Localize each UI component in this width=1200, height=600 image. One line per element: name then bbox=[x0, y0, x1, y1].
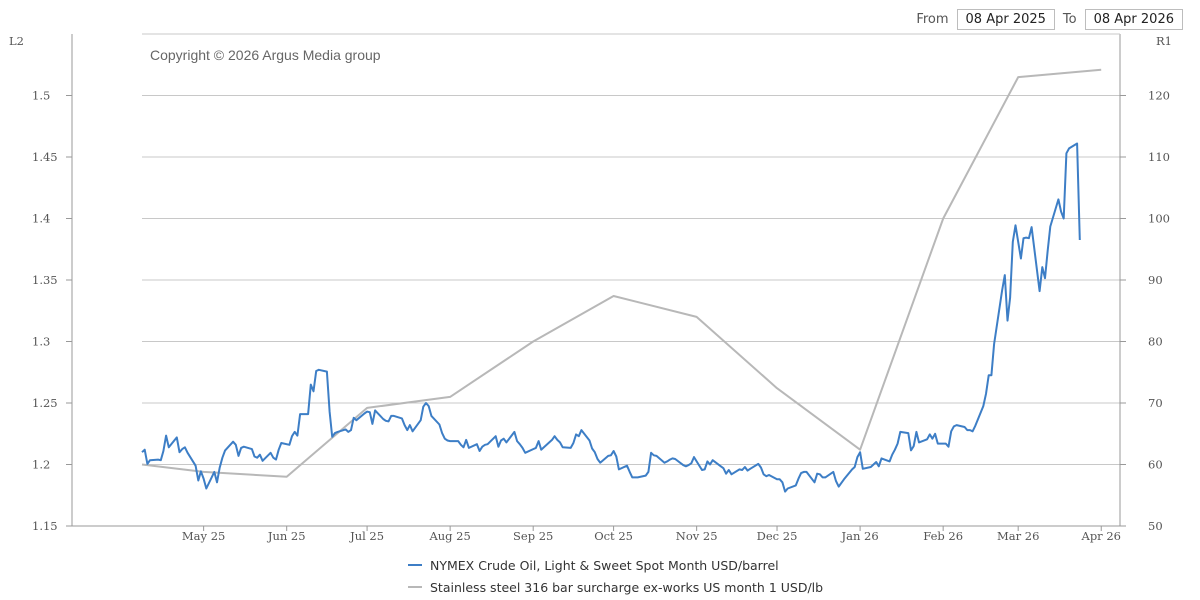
left-tick-label: 1.25 bbox=[32, 396, 58, 410]
x-tick-label: Aug 25 bbox=[428, 529, 470, 543]
right-tick-label: 120 bbox=[1148, 89, 1170, 103]
x-tick-label: Nov 25 bbox=[676, 529, 718, 543]
x-tick-label: Apr 26 bbox=[1081, 529, 1121, 543]
to-label: To bbox=[1062, 12, 1077, 27]
legend-item-crude[interactable]: NYMEX Crude Oil, Light & Sweet Spot Mont… bbox=[408, 554, 823, 576]
right-tick-label: 70 bbox=[1148, 396, 1163, 410]
series-crude-oil-line bbox=[141, 142, 1081, 493]
x-tick-label: Jun 25 bbox=[267, 529, 306, 543]
series-lines bbox=[141, 68, 1102, 493]
x-tick-label: Feb 26 bbox=[923, 529, 963, 543]
legend-label-steel: Stainless steel 316 bar surcharge ex-wor… bbox=[430, 579, 824, 595]
legend-swatch-steel bbox=[408, 586, 422, 588]
left-axis-label: L2 bbox=[9, 34, 24, 48]
from-label: From bbox=[916, 12, 949, 27]
x-tick-label: Jan 26 bbox=[841, 529, 879, 543]
right-axis-ticks: 50 60 70 80 90 100 110 120 bbox=[1120, 89, 1170, 533]
right-tick-label: 90 bbox=[1148, 273, 1163, 287]
right-tick-label: 110 bbox=[1148, 150, 1170, 164]
left-tick-label: 1.45 bbox=[32, 150, 58, 164]
left-tick-label: 1.35 bbox=[32, 273, 58, 287]
x-tick-label: Sep 25 bbox=[513, 529, 553, 543]
left-tick-label: 1.5 bbox=[32, 89, 50, 103]
right-tick-label: 100 bbox=[1148, 212, 1170, 226]
right-axis-label: R1 bbox=[1156, 34, 1172, 48]
to-date-input[interactable]: 08 Apr 2026 bbox=[1084, 9, 1183, 30]
legend: NYMEX Crude Oil, Light & Sweet Spot Mont… bbox=[408, 554, 823, 598]
x-tick-label: Dec 25 bbox=[757, 529, 798, 543]
x-tick-label: May 25 bbox=[182, 529, 225, 543]
left-tick-label: 1.4 bbox=[32, 212, 50, 226]
grid-lines bbox=[142, 95, 1120, 465]
x-tick-label: Mar 26 bbox=[997, 529, 1039, 543]
legend-swatch-crude bbox=[408, 564, 422, 566]
right-tick-label: 60 bbox=[1148, 458, 1163, 472]
left-tick-label: 1.15 bbox=[32, 519, 58, 533]
x-tick-label: Jul 25 bbox=[349, 529, 384, 543]
left-tick-label: 1.3 bbox=[32, 335, 50, 349]
date-range-selector: From 08 Apr 2025 To 08 Apr 2026 bbox=[908, 9, 1183, 30]
legend-label-crude: NYMEX Crude Oil, Light & Sweet Spot Mont… bbox=[430, 557, 779, 573]
from-date-input[interactable]: 08 Apr 2025 bbox=[956, 9, 1055, 30]
legend-item-steel[interactable]: Stainless steel 316 bar surcharge ex-wor… bbox=[408, 576, 823, 598]
right-tick-label: 80 bbox=[1148, 335, 1163, 349]
right-tick-label: 50 bbox=[1148, 519, 1163, 533]
x-tick-label: Oct 25 bbox=[594, 529, 633, 543]
left-tick-label: 1.2 bbox=[32, 458, 50, 472]
x-axis-ticks: May 25 Jun 25 Jul 25 Aug 25 Sep 25 Oct 25 Nov … bbox=[182, 526, 1121, 543]
left-axis-ticks: 1.15 1.2 1.25 1.3 1.35 1.4 1.45 1.5 bbox=[32, 89, 72, 533]
series-stainless-steel-line bbox=[141, 68, 1102, 478]
copyright-text: Copyright © 2026 Argus Media group bbox=[150, 47, 381, 63]
